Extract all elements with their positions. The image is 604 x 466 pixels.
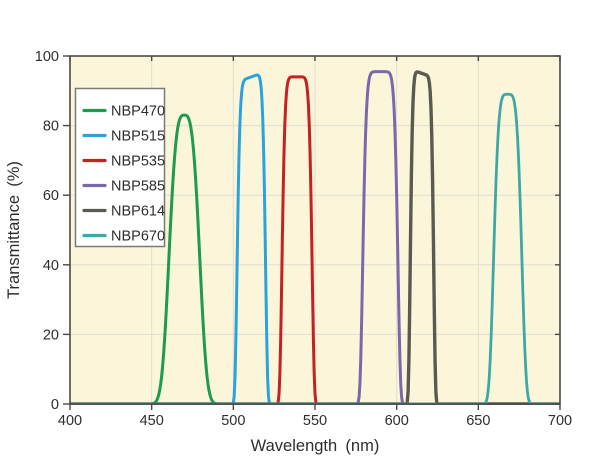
x-axis-label: Wavelength (nm) [251, 437, 380, 455]
axis-labels: Wavelength (nm) Transmittance (%) [5, 161, 379, 455]
legend-item-label: NBP515 [111, 129, 165, 145]
x-tick-label: 700 [548, 413, 572, 429]
legend-item-label: NBP470 [111, 104, 165, 120]
x-tick-label: 450 [140, 413, 164, 429]
legend-item-label: NBP585 [111, 179, 165, 195]
y-axis-label: Transmittance (%) [5, 161, 23, 299]
y-tick-label: 60 [43, 188, 59, 204]
axes [63, 55, 561, 410]
legend: NBP470 NBP515 NBP535 NBP585 NBP614 NBP670 [74, 87, 166, 248]
y-tick-label: 0 [51, 397, 59, 413]
tick-labels: 400 450 500 550 600 650 700 0 20 40 60 80 100 [35, 49, 572, 429]
x-tick-label: 600 [385, 413, 409, 429]
legend-item-label: NBP670 [111, 229, 165, 245]
y-tick-label: 20 [43, 327, 59, 343]
x-tick-label: 400 [58, 413, 82, 429]
legend-item-label: NBP535 [111, 154, 165, 170]
y-tick-label: 100 [35, 49, 59, 65]
legend-item-label: NBP614 [111, 204, 165, 220]
y-tick-label: 80 [43, 119, 59, 135]
legend-box [74, 87, 166, 248]
x-tick-label: 500 [221, 413, 245, 429]
x-tick-label: 650 [466, 413, 490, 429]
y-tick-label: 40 [43, 258, 59, 274]
x-tick-label: 550 [303, 413, 327, 429]
